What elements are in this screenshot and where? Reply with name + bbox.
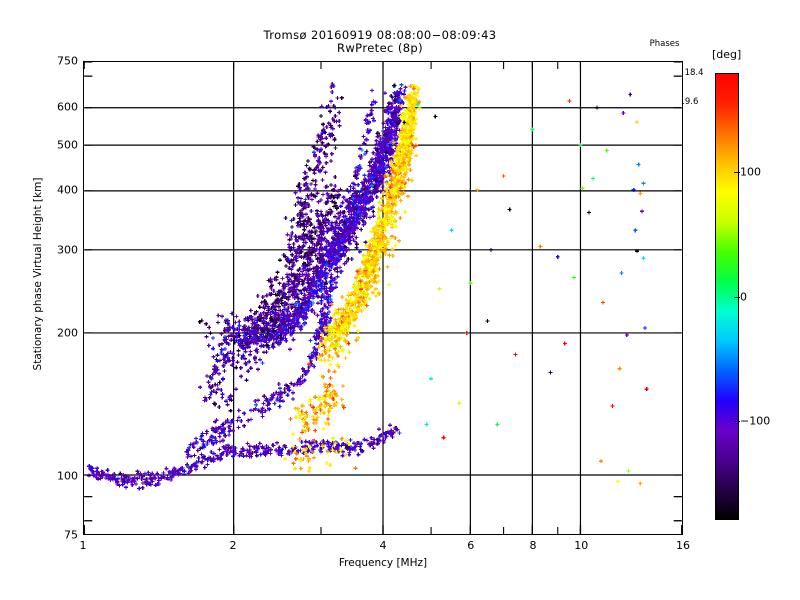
colorbar-tick-label: 0 [740,290,747,303]
y-tick-label: 400 [57,184,78,197]
y-tick-label: 750 [57,55,78,68]
phase-stats-header: Phases [592,40,737,50]
x-tick-label: 6 [467,539,474,552]
y-tick-label: 200 [57,327,78,340]
scatter-series [283,436,358,473]
scatter-plot-area[interactable] [83,61,683,535]
scatter-series [415,92,649,486]
scatter-series [306,104,419,389]
y-axis-tick-labels: 75 100 200 300 400 500 600 750 [0,55,78,542]
y-tick-label: 300 [57,243,78,256]
colorbar-tick-label: −100 [740,414,770,427]
scatter-series [197,311,243,427]
colorbar-tickmark [734,172,740,174]
x-tick-label: 10 [574,539,588,552]
x-axis-title: Frequency [MHz] [183,557,583,569]
x-axis-tick-labels: 1 2 4 6 8 10 16 [80,539,691,559]
scatter-series [184,286,333,460]
x-tick-label: 8 [530,539,537,552]
x-tick-label: 16 [676,539,690,552]
scatter-series [277,82,344,264]
y-tick-label: 100 [57,469,78,482]
scatter-series [87,423,402,491]
scatter-series [241,174,347,372]
axis-tickmarks [83,61,683,534]
x-tick-label: 4 [380,539,387,552]
scatter-series [288,369,346,441]
plot-title-line1: Tromsø 20160919 08:08:00−08:09:43 [130,28,630,42]
colorbar-tickmark [734,296,740,298]
scatter-points-layer [87,82,649,491]
colorbar[interactable]: 100 0 −100 [715,73,770,520]
x-tick-label: 2 [230,539,237,552]
colorbar-unit-label: [deg] [712,48,741,61]
colorbar-tick-label: 100 [740,166,761,179]
y-tick-label: 75 [64,529,78,542]
plot-subtitle-line2: RwPretec (8p) [130,41,630,55]
y-axis-title: Stationary phase Virtual Height [km] [32,64,44,484]
x-tick-label: 1 [80,539,87,552]
colorbar-tickmark [734,420,740,422]
y-tick-label: 500 [57,138,78,151]
y-tick-label: 600 [57,100,78,113]
scatter-series [320,88,378,342]
